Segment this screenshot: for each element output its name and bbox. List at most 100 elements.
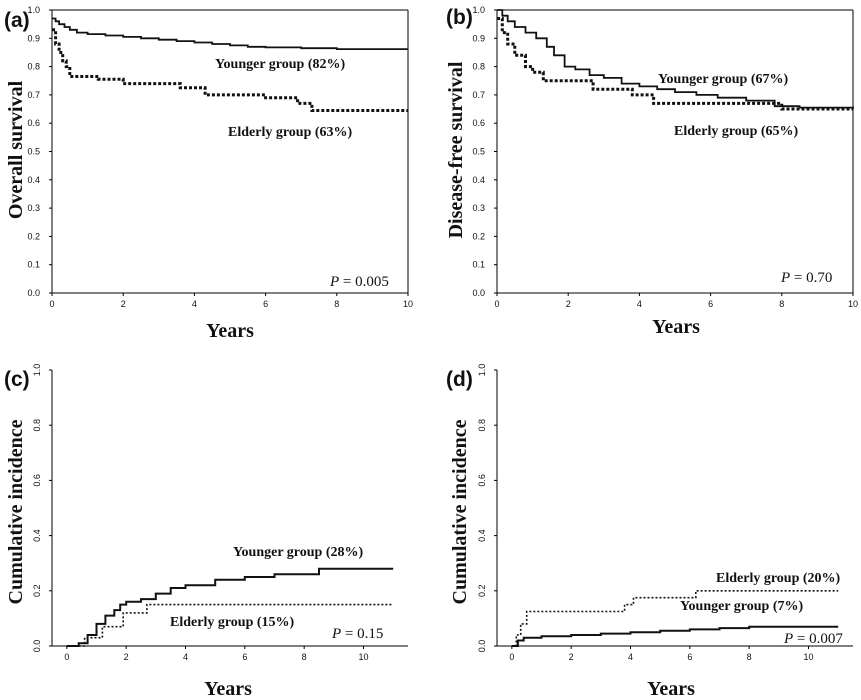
p-value-label: P = 0.70 [780, 270, 832, 286]
y-tick-label: 0.3 [472, 203, 485, 213]
x-tick-label: 0 [49, 299, 54, 309]
p-value: = 0.70 [790, 270, 832, 286]
panel-label: (a) [4, 9, 30, 32]
y-tick-label: 0.6 [32, 474, 42, 487]
y-tick-label: 0.1 [472, 260, 485, 270]
panel-label: (d) [446, 368, 473, 391]
y-tick-label: 0.2 [477, 585, 487, 598]
p-value-label: P = 0.005 [329, 274, 389, 290]
x-tick-label: 0 [494, 299, 499, 309]
series-line-elderly [497, 17, 853, 111]
y-tick-label: 0.4 [472, 175, 485, 185]
x-tick-label: 6 [242, 652, 247, 662]
x-tick-label: 6 [708, 299, 713, 309]
series-line-younger [66, 567, 394, 647]
x-tick-label: 2 [124, 652, 129, 662]
series-line-younger [511, 625, 839, 647]
x-tick-label: 8 [779, 299, 784, 309]
x-tick-label: 8 [334, 299, 339, 309]
x-axis-title: Years [204, 678, 252, 700]
series-line-younger [52, 17, 408, 50]
x-tick-label: 10 [358, 652, 368, 662]
y-axis-title: Cumulative incidence [5, 419, 27, 604]
x-tick-label: 0 [64, 652, 69, 662]
p-symbol: P [780, 270, 790, 286]
series-annotation: Elderly group (20%) [716, 571, 841, 586]
p-symbol: P [783, 631, 793, 647]
x-axis-title: Years [647, 678, 695, 700]
y-tick-label: 0.3 [27, 203, 40, 213]
x-tick-label: 4 [637, 299, 642, 309]
series-line-elderly [511, 590, 839, 647]
x-tick-label: 2 [121, 299, 126, 309]
series-annotation: Younger group (7%) [680, 599, 804, 614]
y-tick-label: 0.8 [472, 62, 485, 72]
chart-panel-4: (d) 0.0 0.2 0.4 0.6 0.8 1.0 0 2 4 6 8 10 Years Cumulat… [446, 364, 853, 700]
series-line-elderly [52, 28, 408, 112]
x-axis-title: Years [652, 316, 700, 338]
x-tick-label: 2 [566, 299, 571, 309]
p-value: = 0.007 [793, 631, 843, 647]
series-annotation: Elderly group (65%) [674, 124, 799, 139]
y-tick-label: 0.2 [32, 585, 42, 598]
y-tick-label: 0.5 [27, 147, 40, 157]
p-symbol: P [331, 626, 341, 642]
y-axis-title: Disease-free survival [445, 61, 467, 238]
series-annotation: Elderly group (15%) [170, 615, 295, 630]
x-tick-label: 8 [747, 652, 752, 662]
chart-panel-2: (b) 0.0 0.1 0.2 0.3 0.4 0.5 0.6 0.7 0.8 0.9 1.0 0 2 4 6… [445, 5, 858, 338]
x-tick-label: 4 [183, 652, 188, 662]
x-tick-label: 10 [848, 299, 858, 309]
x-tick-label: 0 [509, 652, 514, 662]
y-tick-label: 0.4 [27, 175, 40, 185]
p-value-label: P = 0.15 [331, 626, 383, 642]
x-tick-label: 2 [569, 652, 574, 662]
y-tick-label: 0.9 [27, 33, 40, 43]
series-annotation: Younger group (28%) [233, 545, 364, 560]
series-annotation: Younger group (82%) [215, 57, 346, 72]
chart-panel-3: (c) 0.0 0.2 0.4 0.6 0.8 1.0 0 2 4 6 8 10 Years Cumulat… [4, 364, 408, 700]
y-tick-label: 0.6 [27, 118, 40, 128]
series-line-elderly [66, 603, 394, 647]
x-tick-label: 10 [403, 299, 413, 309]
y-tick-label: 0.2 [472, 231, 485, 241]
y-axis-title: Overall survival [5, 80, 27, 219]
y-tick-label: 0.7 [472, 90, 485, 100]
y-tick-label: 0.8 [27, 62, 40, 72]
series-annotation: Younger group (67%) [658, 72, 789, 87]
y-tick-label: 0.0 [477, 640, 487, 653]
y-axis-title: Cumulative incidence [449, 419, 471, 604]
y-tick-label: 0.0 [32, 640, 42, 653]
y-tick-label: 0.0 [27, 288, 40, 298]
y-tick-label: 0.4 [477, 529, 487, 542]
y-tick-label: 0.6 [477, 474, 487, 487]
y-tick-label: 1.0 [27, 5, 40, 15]
y-tick-label: 0.9 [472, 33, 485, 43]
panel-label: (b) [446, 6, 473, 29]
p-value: = 0.005 [339, 274, 389, 290]
x-tick-label: 10 [803, 652, 813, 662]
x-tick-label: 8 [302, 652, 307, 662]
x-tick-label: 6 [263, 299, 268, 309]
y-tick-label: 0.8 [477, 419, 487, 432]
y-tick-label: 0.0 [472, 288, 485, 298]
y-tick-label: 0.5 [472, 147, 485, 157]
y-tick-label: 0.2 [27, 231, 40, 241]
series-line-younger [497, 9, 854, 109]
x-tick-label: 4 [192, 299, 197, 309]
p-value-label: P = 0.007 [783, 631, 843, 647]
y-tick-label: 0.4 [32, 529, 42, 542]
y-tick-label: 0.7 [27, 90, 40, 100]
p-symbol: P [329, 274, 339, 290]
series-annotation: Elderly group (63%) [228, 125, 353, 140]
x-tick-label: 4 [628, 652, 633, 662]
x-axis-title: Years [206, 320, 254, 342]
y-tick-label: 0.1 [27, 260, 40, 270]
y-tick-label: 1.0 [472, 5, 485, 15]
panel-label: (c) [4, 368, 30, 391]
y-tick-label: 0.8 [32, 419, 42, 432]
y-tick-label: 0.6 [472, 118, 485, 128]
x-tick-label: 6 [687, 652, 692, 662]
p-value: = 0.15 [341, 626, 383, 642]
